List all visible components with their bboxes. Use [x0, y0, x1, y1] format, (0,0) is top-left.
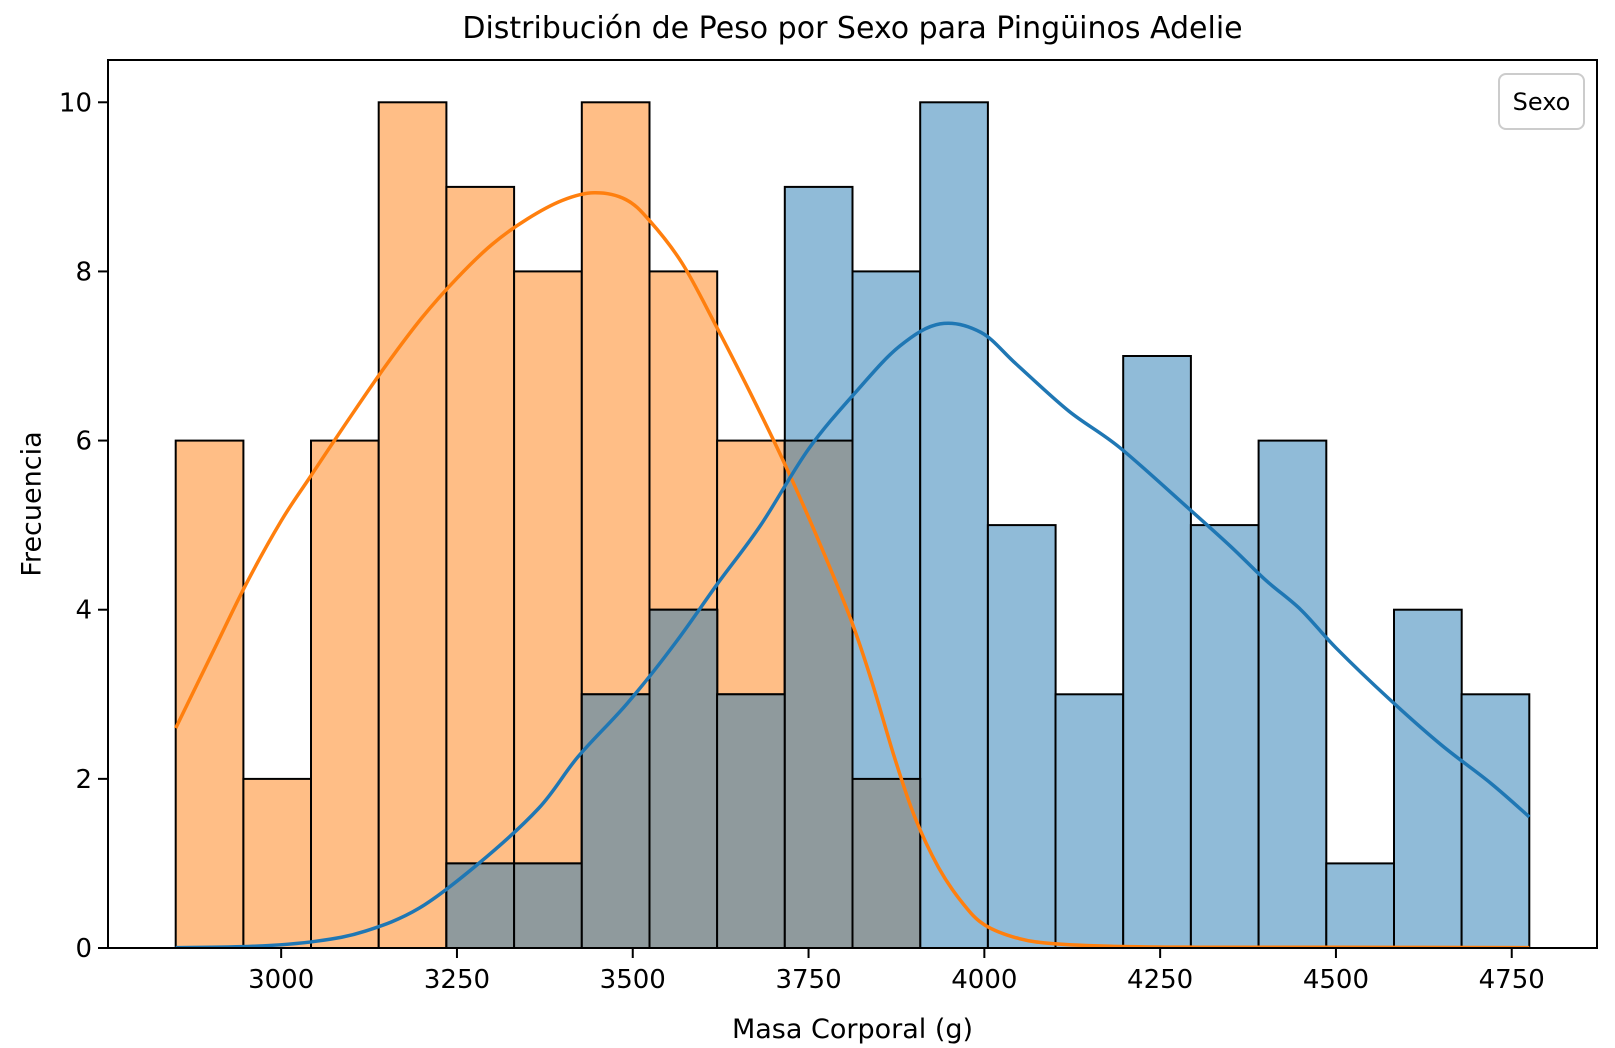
histogram-bar-overlap	[648, 608, 719, 949]
y-tick-label: 2	[75, 765, 92, 795]
histogram-bar-overlap	[580, 693, 651, 949]
histogram-bar-blue	[1393, 608, 1463, 949]
histogram-bar-overlap	[445, 862, 516, 950]
legend-title: Sexo	[1512, 87, 1571, 116]
histogram-bar-orange	[513, 270, 583, 949]
x-tick-label: 3750	[775, 965, 841, 995]
y-tick-label: 8	[75, 257, 92, 287]
histogram-bar-blue	[1122, 355, 1192, 949]
x-tick-label: 4750	[1479, 965, 1545, 995]
plot-spines	[107, 59, 1598, 949]
kde-curve-blue	[175, 321, 1531, 948]
histogram-bar-overlap	[783, 439, 854, 949]
histogram-bar-overlap	[513, 862, 583, 950]
x-tick-label: 4250	[1127, 965, 1193, 995]
chart-title: Distribución de Peso por Sexo para Pingü…	[462, 11, 1243, 46]
x-tick-label: 4500	[1303, 965, 1369, 995]
y-tick-label: 4	[75, 596, 92, 626]
y-tick-label: 10	[59, 88, 92, 118]
bars-layer	[174, 101, 1531, 950]
histogram-bar-orange	[242, 777, 313, 950]
kde-curve-orange	[174, 191, 1530, 948]
histogram-bar-blue	[1257, 439, 1328, 949]
histogram-bar-blue	[1189, 524, 1260, 949]
ticks-layer: 3000 3250 3500 3750 4000 4250 4500 4750 0 2 4 6 8 10	[59, 88, 1545, 995]
y-axis-label: Frecuencia	[16, 431, 48, 577]
histogram-bar-orange	[310, 439, 380, 949]
x-tick-label: 4000	[951, 965, 1017, 995]
histogram-bar-overlap	[716, 693, 786, 949]
x-tick-label: 3250	[424, 965, 490, 995]
x-tick-label: 3500	[600, 965, 666, 995]
histogram-bar-orange	[377, 101, 448, 950]
histogram-bar-orange	[174, 439, 245, 949]
legend: Sexo	[1498, 73, 1585, 130]
y-tick-label: 0	[75, 934, 92, 964]
y-tick-label: 6	[75, 427, 92, 457]
x-axis-label: Masa Corporal (g)	[731, 1014, 974, 1045]
histogram-bar-blue	[1460, 693, 1531, 949]
histogram-bar-blue	[986, 524, 1057, 949]
histogram-bar-blue	[1054, 693, 1125, 949]
x-tick-label: 3000	[248, 965, 314, 995]
histogram-bar-blue	[919, 101, 989, 950]
histogram-bar-blue	[1325, 862, 1396, 950]
histogram-bar-orange	[445, 185, 516, 949]
kde-layer	[174, 191, 1531, 948]
